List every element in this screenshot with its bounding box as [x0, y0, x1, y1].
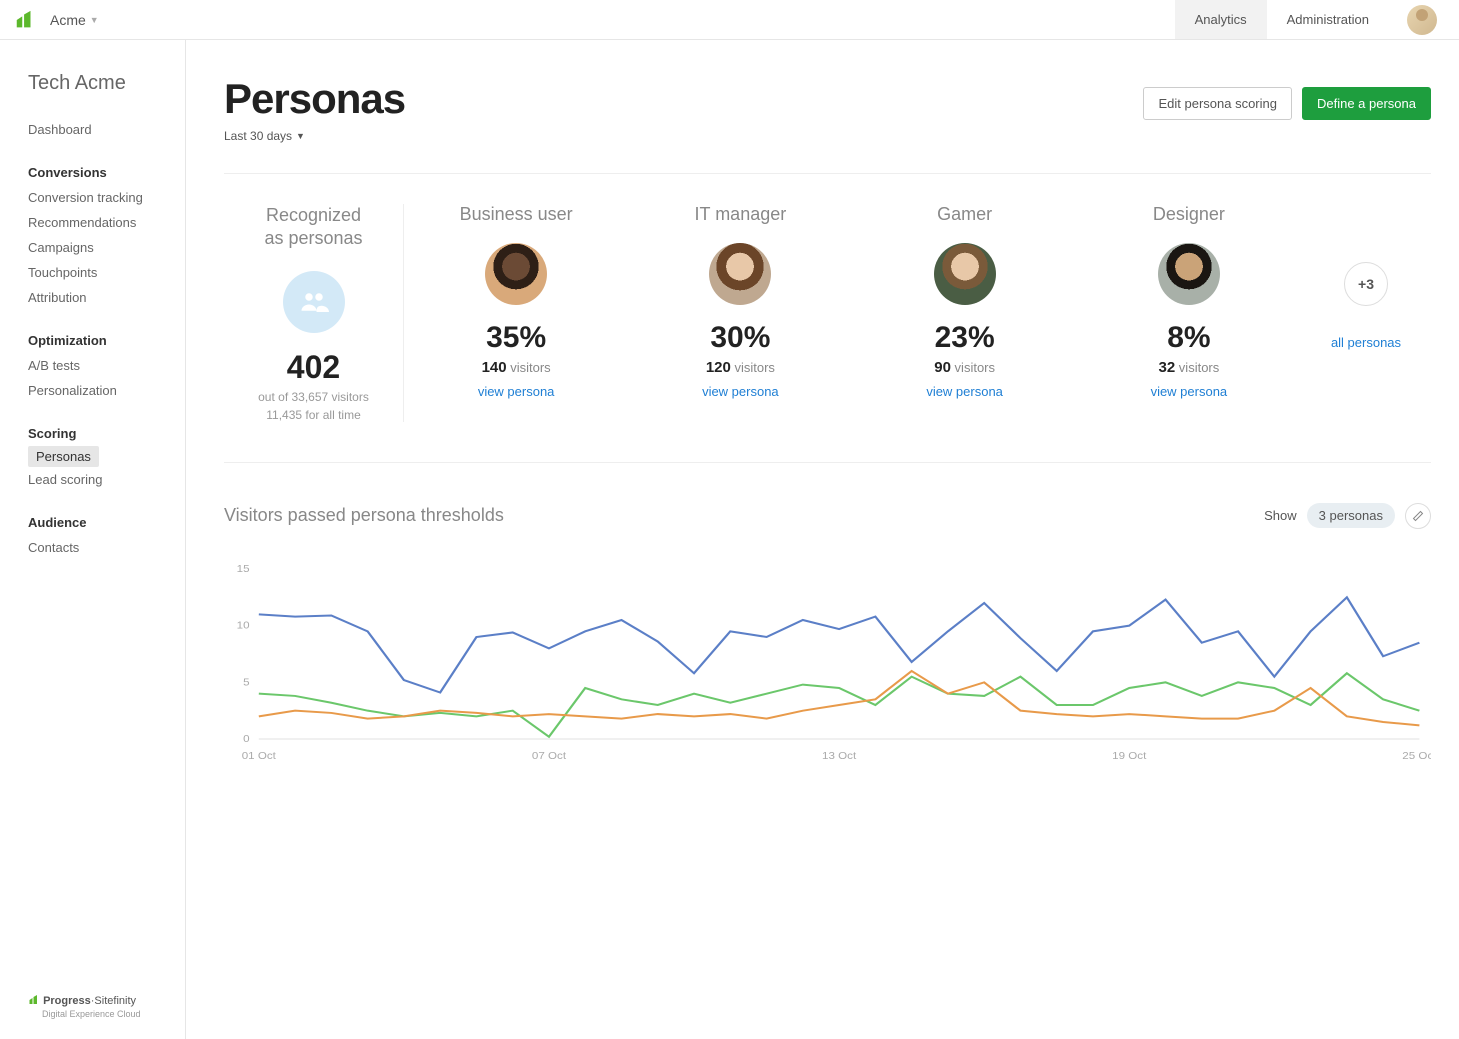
- persona-avatar: [934, 243, 996, 305]
- nav-group-scoring: Scoring: [28, 421, 185, 446]
- caret-down-icon: ▼: [296, 131, 305, 141]
- nav-item-campaigns[interactable]: Campaigns: [28, 235, 185, 260]
- footer-brand-label: Progress·Sitefinity: [43, 995, 136, 1007]
- top-tab-analytics[interactable]: Analytics: [1175, 0, 1267, 39]
- more-badge[interactable]: +3: [1344, 262, 1388, 306]
- view-persona-link[interactable]: view persona: [926, 384, 1003, 399]
- topbar-right: AnalyticsAdministration: [1175, 0, 1445, 39]
- persona-summary-row: Recognizedas personas 402 out of 33,657 …: [224, 174, 1431, 463]
- site-name: Tech Acme: [28, 72, 185, 95]
- chart-controls: Show 3 personas: [1264, 503, 1431, 529]
- org-name-label: Acme: [50, 12, 86, 28]
- recognized-label: Recognizedas personas: [236, 204, 391, 251]
- topbar-left: Acme ▼: [14, 9, 99, 31]
- svg-text:25 Oct: 25 Oct: [1402, 750, 1431, 761]
- persona-card-it-manager: IT manager 30% 120 visitors view persona: [628, 204, 852, 422]
- persona-pct: 23%: [861, 321, 1069, 355]
- persona-avatar: [485, 243, 547, 305]
- persona-card-business-user: Business user 35% 140 visitors view persona: [404, 204, 628, 422]
- persona-pct: 8%: [1085, 321, 1293, 355]
- nav-item-attribution[interactable]: Attribution: [28, 285, 185, 310]
- persona-pct: 35%: [412, 321, 620, 355]
- user-avatar[interactable]: [1407, 5, 1437, 35]
- persona-name: Designer: [1085, 204, 1293, 225]
- persona-visitors: 32 visitors: [1085, 359, 1293, 376]
- recognized-count: 402: [236, 349, 391, 386]
- nav-group-conversions: Conversions: [28, 160, 185, 185]
- svg-text:15: 15: [237, 563, 250, 574]
- date-filter[interactable]: Last 30 days ▼: [224, 129, 305, 143]
- persona-filter-pill[interactable]: 3 personas: [1307, 503, 1395, 528]
- org-selector[interactable]: Acme ▼: [50, 12, 99, 28]
- footer-brand: Progress·Sitefinity Digital Experience C…: [28, 994, 185, 1039]
- svg-text:07 Oct: 07 Oct: [532, 750, 566, 761]
- page-title: Personas: [224, 75, 405, 123]
- nav-item-dashboard[interactable]: Dashboard: [28, 117, 185, 142]
- top-tab-administration[interactable]: Administration: [1267, 0, 1389, 39]
- persona-visitors: 140 visitors: [412, 359, 620, 376]
- svg-text:5: 5: [243, 677, 249, 688]
- chart-header: Visitors passed persona thresholds Show …: [224, 503, 1431, 529]
- persona-avatar: [709, 243, 771, 305]
- svg-text:10: 10: [237, 620, 250, 631]
- persona-card-designer: Designer 8% 32 visitors view persona: [1077, 204, 1301, 422]
- header-actions: Edit persona scoring Define a persona: [1143, 87, 1431, 120]
- svg-text:0: 0: [243, 733, 249, 744]
- persona-card-gamer: Gamer 23% 90 visitors view persona: [853, 204, 1077, 422]
- persona-visitors: 120 visitors: [636, 359, 844, 376]
- chart-section: Visitors passed persona thresholds Show …: [224, 503, 1431, 772]
- view-persona-link[interactable]: view persona: [1151, 384, 1228, 399]
- persona-name: IT manager: [636, 204, 844, 225]
- view-persona-link[interactable]: view persona: [702, 384, 779, 399]
- recognized-panel: Recognizedas personas 402 out of 33,657 …: [224, 204, 404, 422]
- chart: 0 5 10 15 01 Oct 07 Oct 13 Oct 19 Oct 25 Oct: [224, 559, 1431, 772]
- recognized-sub2: 11,435 for all time: [236, 408, 391, 422]
- people-icon: [283, 271, 345, 333]
- nav-item-contacts[interactable]: Contacts: [28, 535, 185, 560]
- persona-pct: 30%: [636, 321, 844, 355]
- recognized-sub1: out of 33,657 visitors: [236, 390, 391, 404]
- edit-icon[interactable]: [1405, 503, 1431, 529]
- svg-text:19 Oct: 19 Oct: [1112, 750, 1146, 761]
- edit-scoring-button[interactable]: Edit persona scoring: [1143, 87, 1292, 120]
- persona-visitors: 90 visitors: [861, 359, 1069, 376]
- persona-avatar: [1158, 243, 1220, 305]
- more-personas: +3 all personas: [1301, 204, 1431, 422]
- sidebar-nav: Dashboard ConversionsConversion trackingR…: [28, 117, 185, 560]
- nav-item-a-b-tests[interactable]: A/B tests: [28, 353, 185, 378]
- sidebar: Tech Acme Dashboard ConversionsConversion…: [0, 40, 186, 1039]
- footer-tagline: Digital Experience Cloud: [42, 1009, 185, 1019]
- main: Personas Last 30 days ▼ Edit persona sco…: [186, 40, 1459, 1039]
- view-persona-link[interactable]: view persona: [478, 384, 555, 399]
- nav-item-lead-scoring[interactable]: Lead scoring: [28, 467, 185, 492]
- define-persona-button[interactable]: Define a persona: [1302, 87, 1431, 120]
- nav-item-conversion-tracking[interactable]: Conversion tracking: [28, 185, 185, 210]
- topbar: Acme ▼ AnalyticsAdministration: [0, 0, 1459, 40]
- date-filter-label: Last 30 days: [224, 129, 292, 143]
- nav-item-personas[interactable]: Personas: [28, 446, 99, 467]
- svg-text:01 Oct: 01 Oct: [242, 750, 276, 761]
- nav-group-audience: Audience: [28, 510, 185, 535]
- page-header: Personas Last 30 days ▼ Edit persona sco…: [224, 75, 1431, 143]
- all-personas-link[interactable]: all personas: [1331, 335, 1401, 350]
- show-label: Show: [1264, 508, 1297, 523]
- nav-item-personalization[interactable]: Personalization: [28, 378, 185, 403]
- chart-title: Visitors passed persona thresholds: [224, 505, 504, 526]
- nav-item-recommendations[interactable]: Recommendations: [28, 210, 185, 235]
- svg-text:13 Oct: 13 Oct: [822, 750, 856, 761]
- nav-item-touchpoints[interactable]: Touchpoints: [28, 260, 185, 285]
- persona-name: Gamer: [861, 204, 1069, 225]
- logo-icon: [14, 9, 36, 31]
- caret-down-icon: ▼: [90, 15, 99, 25]
- persona-name: Business user: [412, 204, 620, 225]
- nav-group-optimization: Optimization: [28, 328, 185, 353]
